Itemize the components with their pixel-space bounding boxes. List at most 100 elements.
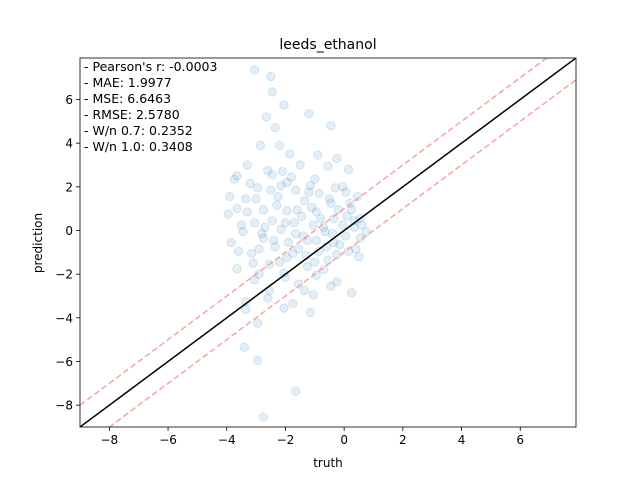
- data-point: [291, 229, 301, 239]
- data-point: [288, 299, 298, 309]
- data-point: [241, 296, 251, 307]
- data-point: [282, 206, 292, 216]
- data-point: [314, 188, 324, 198]
- data-point: [263, 293, 273, 303]
- data-point: [327, 229, 337, 239]
- data-point: [323, 255, 333, 265]
- data-point: [295, 160, 305, 170]
- y-tick-label: 4: [65, 137, 73, 151]
- data-point: [282, 253, 292, 263]
- tolerance-line: [108, 79, 576, 427]
- stats-line: - W/n 1.0: 0.3408: [84, 139, 193, 154]
- data-point: [279, 268, 289, 278]
- data-point: [314, 246, 324, 256]
- data-point: [349, 216, 360, 226]
- data-point: [355, 233, 365, 243]
- data-point: [254, 244, 264, 254]
- data-point: [232, 204, 242, 214]
- data-point: [276, 181, 286, 191]
- data-point: [341, 187, 351, 197]
- data-point: [283, 237, 293, 248]
- data-point: [266, 71, 276, 82]
- data-point: [286, 172, 296, 182]
- plot-area: −8 −6 −4 −2 0 2 4 6 −8 −6 −4 −2 0 2 4 6: [55, 57, 577, 447]
- data-point: [354, 252, 364, 262]
- data-point: [258, 205, 269, 215]
- data-point: [318, 222, 329, 232]
- data-point: [316, 213, 326, 224]
- data-point: [357, 220, 367, 230]
- data-point: [320, 226, 330, 237]
- data-point: [304, 109, 314, 119]
- stats-annotation: - Pearson's r: -0.0003- MAE: 1.9977- MSE…: [84, 59, 217, 154]
- data-point: [333, 205, 343, 215]
- data-point: [280, 218, 291, 228]
- data-point: [291, 185, 301, 195]
- data-point: [294, 279, 304, 289]
- data-point: [288, 248, 298, 259]
- stats-line: - W/n 0.7: 0.2352: [84, 123, 193, 138]
- data-point: [257, 229, 267, 239]
- y-tick-label: −2: [55, 268, 73, 282]
- stats-line: - MAE: 1.9977: [84, 75, 172, 90]
- x-tick-label: 0: [340, 433, 348, 447]
- data-point: [263, 165, 273, 176]
- x-tick-label: 6: [516, 433, 524, 447]
- data-point: [279, 100, 289, 110]
- data-point: [269, 235, 279, 245]
- data-point: [323, 161, 333, 171]
- data-point: [311, 235, 321, 245]
- data-point: [318, 265, 329, 275]
- data-point: [346, 205, 357, 215]
- data-point: [338, 220, 348, 230]
- data-point: [307, 202, 317, 213]
- data-point: [267, 87, 277, 97]
- data-point: [326, 281, 336, 291]
- data-point: [305, 307, 315, 317]
- data-point: [330, 183, 340, 193]
- data-point: [310, 257, 320, 267]
- data-point: [279, 303, 289, 313]
- data-point: [238, 226, 248, 237]
- data-point: [276, 224, 286, 234]
- data-point: [308, 220, 318, 230]
- data-point: [239, 342, 249, 352]
- data-point: [233, 246, 244, 256]
- y-tick-label: 2: [65, 180, 73, 194]
- y-tick-label: −4: [55, 311, 73, 325]
- data-point: [277, 166, 288, 177]
- data-point: [254, 269, 264, 279]
- data-point: [248, 258, 258, 268]
- stats-line: - MSE: 6.6463: [84, 91, 171, 106]
- data-point: [225, 192, 235, 202]
- y-tick-label: 6: [65, 93, 73, 107]
- data-point: [296, 211, 307, 221]
- data-point: [252, 355, 263, 366]
- data-point: [282, 177, 292, 188]
- data-point: [274, 257, 285, 267]
- data-point: [313, 150, 323, 160]
- stats-line: - RMSE: 2.5780: [84, 107, 180, 122]
- data-point: [236, 220, 247, 230]
- data-point: [223, 209, 233, 219]
- data-point: [274, 140, 285, 150]
- x-axis-label: truth: [313, 456, 343, 470]
- data-point: [232, 171, 242, 181]
- axes-frame: [79, 57, 577, 428]
- data-point: [241, 304, 251, 314]
- x-tick-label: −6: [159, 433, 177, 447]
- y-tick-label: −6: [55, 355, 73, 369]
- data-point: [258, 412, 269, 422]
- data-point: [305, 181, 315, 191]
- x-tick-label: −8: [100, 433, 118, 447]
- x-tick-label: −2: [277, 433, 295, 447]
- data-point: [251, 194, 261, 204]
- data-point: [242, 160, 252, 170]
- data-point: [308, 290, 318, 300]
- data-point: [342, 211, 352, 221]
- data-point: [255, 140, 266, 150]
- data-point: [343, 246, 354, 256]
